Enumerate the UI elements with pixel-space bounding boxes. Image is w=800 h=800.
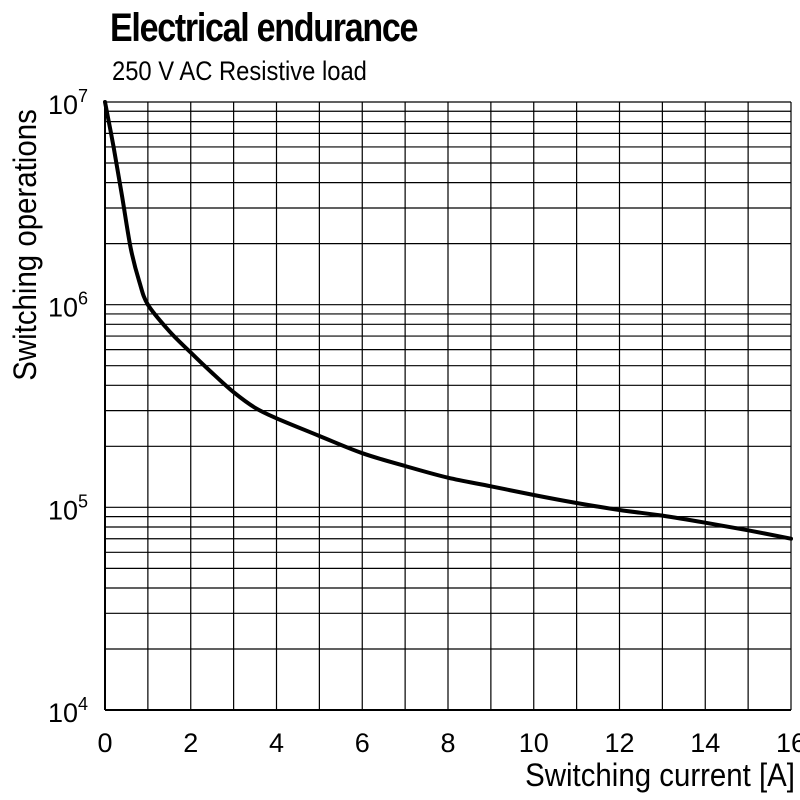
endurance-curve bbox=[103, 100, 793, 541]
y-tick-labels: 104 105 106 107 bbox=[48, 86, 88, 728]
y-tick-label: 105 bbox=[48, 491, 88, 525]
x-tick-label: 12 bbox=[604, 728, 634, 758]
x-tick-label: 8 bbox=[440, 728, 455, 758]
grid bbox=[104, 101, 792, 711]
x-tick-labels: 0 2 4 6 8 10 12 14 16 bbox=[97, 728, 800, 758]
x-tick-label: 4 bbox=[269, 728, 284, 758]
series-lines bbox=[103, 100, 793, 541]
x-axis-label: Switching current [A] bbox=[525, 757, 795, 793]
x-tick-label: 14 bbox=[690, 728, 720, 758]
x-tick-label: 16 bbox=[776, 728, 800, 758]
y-tick-label: 104 bbox=[48, 694, 88, 728]
chart-title: Electrical endurance bbox=[110, 6, 418, 50]
x-tick-label: 2 bbox=[183, 728, 198, 758]
y-axis-label: Switching operations bbox=[7, 109, 43, 381]
x-tick-label: 6 bbox=[355, 728, 370, 758]
x-tick-label: 10 bbox=[519, 728, 549, 758]
chart-subtitle: 250 V AC Resistive load bbox=[112, 56, 367, 86]
y-tick-label: 107 bbox=[48, 86, 88, 120]
y-tick-label: 106 bbox=[48, 289, 88, 323]
x-tick-label: 0 bbox=[97, 728, 112, 758]
